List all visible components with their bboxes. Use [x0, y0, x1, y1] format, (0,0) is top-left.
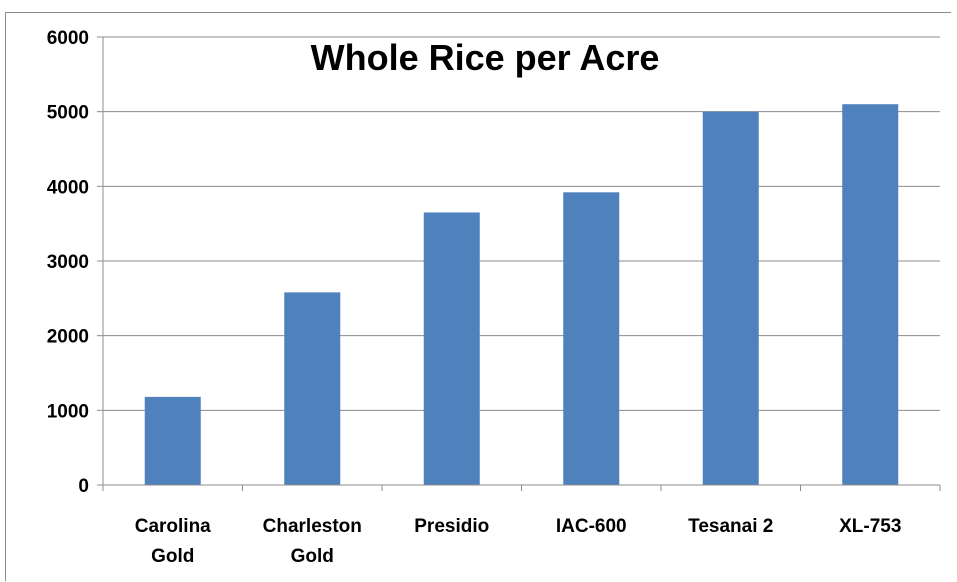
x-category-label: Gold — [151, 546, 194, 567]
y-tick-labels: 0 1000 2000 3000 4000 5000 6000 — [47, 28, 89, 497]
y-tick-label: 1000 — [47, 401, 89, 422]
bar — [842, 104, 899, 485]
x-category-label: Carolina — [135, 516, 211, 537]
x-category-label: IAC-600 — [556, 516, 627, 537]
bars — [144, 104, 899, 486]
y-tick-label: 3000 — [47, 252, 89, 273]
cropped-caption-strip — [0, 0, 957, 12]
bar-chart: 0 1000 2000 3000 4000 5000 6000 Carolina Gold Ch… — [47, 28, 941, 567]
x-category-labels: Carolina Gold Charleston Gold Presidio IAC-60… — [135, 516, 902, 567]
axes — [97, 36, 941, 491]
x-category-label: Tesanai 2 — [688, 516, 773, 537]
gridlines — [103, 36, 940, 411]
bar — [284, 292, 341, 485]
x-category-label: Presidio — [414, 516, 489, 537]
bar — [563, 192, 620, 485]
x-category-label: Charleston — [263, 516, 362, 537]
x-category-label: Gold — [291, 546, 334, 567]
y-tick-label: 4000 — [47, 177, 89, 198]
bar — [144, 396, 201, 485]
chart-title: Whole Rice per Acre — [311, 37, 660, 78]
y-tick-label: 6000 — [47, 28, 89, 49]
y-tick-label: 0 — [78, 476, 89, 497]
y-tick-label: 2000 — [47, 327, 89, 348]
x-category-label: XL-753 — [839, 516, 901, 537]
y-tick-label: 5000 — [47, 103, 89, 124]
bar — [423, 212, 480, 485]
chart-frame: 0 1000 2000 3000 4000 5000 6000 Carolina Gold Ch… — [5, 12, 951, 581]
bar — [702, 111, 759, 486]
